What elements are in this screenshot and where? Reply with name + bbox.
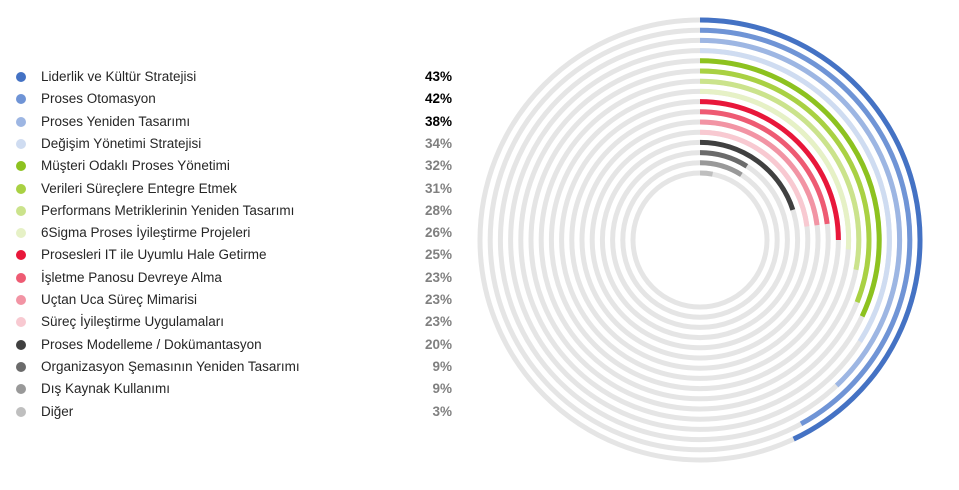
legend-marker — [16, 183, 26, 194]
ring-bar — [699, 170, 714, 177]
data-label: 23% — [424, 269, 452, 285]
legend-label: Süreç İyileştirme Uygulamaları — [41, 314, 225, 330]
legend-item: Proses Otomasyon 42% — [0, 89, 460, 109]
legend-marker — [16, 138, 26, 149]
ring-bar — [699, 48, 892, 343]
legend-marker — [16, 205, 26, 216]
radial-bar-chart — [477, 17, 923, 463]
legend-item: Performans Metriklerinin Yeniden Tasarım… — [0, 201, 460, 221]
legend-item: Prosesleri IT ile Uyumlu Hale Getirme 25% — [0, 245, 460, 265]
data-label: 42% — [424, 91, 452, 107]
legend-marker — [16, 161, 26, 172]
data-label: 43% — [424, 69, 452, 84]
legend-item: Proses Modelleme / Dokümantasyon 20% — [0, 335, 460, 355]
legend-item: Liderlik ve Kültür Stratejisi 43% — [0, 67, 460, 87]
legend-marker — [16, 250, 26, 261]
legend-marker — [16, 406, 26, 417]
legend-item: Verileri Süreçlere Entegre Etmek 31% — [0, 179, 460, 199]
ring-bar — [699, 119, 820, 226]
legend-item: Süreç İyileştirme Uygulamaları 23% — [0, 312, 460, 332]
ring-bar — [699, 68, 872, 304]
legend-item: İşletme Panosu Devreye Alma 23% — [0, 268, 460, 288]
data-label: 32% — [424, 158, 452, 174]
legend-label: İşletme Panosu Devreye Alma — [41, 269, 222, 285]
ring-track — [630, 170, 770, 310]
ring-bar — [699, 88, 852, 250]
legend-label: Uçtan Uca Süreç Mimarisi — [41, 292, 198, 307]
ring-bar — [699, 78, 862, 271]
legend-label: Diğer — [41, 403, 74, 419]
legend-marker — [16, 317, 26, 328]
legend-item: Dış Kaynak Kullanımı 9% — [0, 379, 460, 399]
legend-label: Verileri Süreçlere Entegre Etmek — [41, 180, 237, 196]
legend-label: Müşteri Odaklı Proses Yönetimi — [41, 158, 230, 174]
legend-marker — [16, 384, 26, 395]
legend-item: Diğer 3% — [0, 402, 460, 422]
legend-label: 6Sigma Proses İyileştirme Projeleri — [41, 225, 251, 241]
data-label: 26% — [424, 225, 452, 241]
legend-marker — [16, 94, 26, 105]
legend-label: Proses Yeniden Tasarımı — [41, 113, 191, 129]
legend-label: Proses Otomasyon — [41, 91, 156, 107]
legend-item: Organizasyon Şemasının Yeniden Tasarımı 9… — [0, 357, 460, 377]
legend-marker — [16, 295, 26, 305]
data-label: 20% — [424, 336, 452, 352]
legend-item: Uçtan Uca Süreç Mimarisi 23% — [0, 290, 460, 310]
data-label: 28% — [424, 202, 452, 218]
legend-marker — [16, 116, 26, 127]
legend-label: Proses Modelleme / Dokümantasyon — [41, 336, 262, 352]
ring-bar — [699, 27, 913, 427]
legend-marker — [16, 72, 26, 82]
data-label: 9% — [432, 381, 452, 397]
ring-bar — [699, 139, 796, 211]
legend-label: Dış Kaynak Kullanımı — [41, 381, 171, 397]
data-label: 23% — [424, 314, 452, 330]
legend-marker — [16, 361, 26, 372]
legend-label: Liderlik ve Kültür Stratejisi — [41, 69, 197, 84]
ring-bar — [699, 99, 841, 241]
ring-bar — [699, 17, 923, 442]
legend-marker — [16, 228, 26, 239]
ring-bar — [699, 58, 882, 318]
ring-track — [610, 150, 790, 330]
legend-label: Prosesleri IT ile Uyumlu Hale Getirme — [41, 247, 267, 263]
legend-item: 6Sigma Proses İyileştirme Projeleri 26% — [0, 223, 460, 243]
legend-label: Değişim Yönetimi Stratejisi — [41, 135, 202, 151]
legend-item: Proses Yeniden Tasarımı 38% — [0, 112, 460, 132]
chart-legend: Liderlik ve Kültür Stratejisi 43% Proses O… — [0, 0, 460, 490]
legend-label: Performans Metriklerinin Yeniden Tasarım… — [41, 202, 295, 218]
legend-item: Değişim Yönetimi Stratejisi 34% — [0, 134, 460, 154]
legend-marker — [16, 272, 26, 283]
ring-track — [620, 160, 780, 320]
ring-bar — [699, 37, 903, 388]
data-label: 38% — [424, 113, 452, 129]
data-label: 23% — [424, 292, 452, 307]
legend-marker — [16, 339, 26, 350]
data-label: 3% — [432, 403, 452, 419]
ring-bar — [699, 129, 810, 227]
ring-bar — [699, 109, 830, 225]
data-label: 9% — [432, 358, 452, 374]
data-label: 25% — [424, 247, 452, 263]
legend-label: Organizasyon Şemasının Yeniden Tasarımı — [41, 358, 300, 374]
data-label: 31% — [424, 180, 452, 196]
data-label: 34% — [424, 135, 452, 151]
ring-bar — [699, 160, 743, 177]
legend-item: Müşteri Odaklı Proses Yönetimi 32% — [0, 156, 460, 176]
ring-bar — [699, 150, 749, 169]
